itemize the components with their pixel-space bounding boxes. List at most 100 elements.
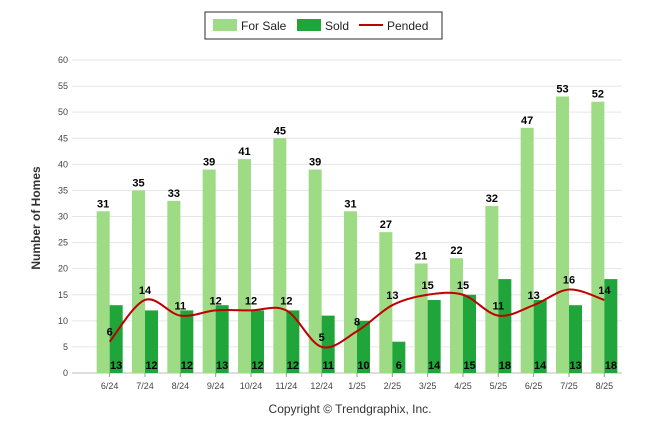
y-tick-label: 40: [58, 159, 68, 169]
data-labels: 31 13 35 12 33 12 39 13 41 12 45 12 39 11 31 10 27 6 21 14 2…: [97, 84, 617, 372]
data-label-pended: 14: [598, 285, 611, 297]
bar-sold: [569, 305, 582, 373]
y-tick-label: 60: [58, 55, 68, 65]
y-tick-label: 45: [58, 133, 68, 143]
y-tick-label: 10: [58, 316, 68, 326]
pended-line: [108, 288, 605, 349]
y-tick-label: 20: [58, 264, 68, 274]
data-label-for-sale: 21: [415, 250, 427, 262]
data-label-sold: 12: [251, 360, 263, 372]
data-label-sold: 13: [569, 360, 581, 372]
bar-for-sale: [96, 211, 110, 373]
data-label-sold: 14: [428, 360, 441, 372]
data-label-for-sale: 39: [203, 157, 215, 169]
bar-sold: [463, 294, 476, 373]
legend-swatch-sold: [297, 19, 321, 31]
bar-sold: [533, 299, 547, 373]
data-label-for-sale: 27: [380, 219, 392, 231]
data-label-sold: 18: [499, 360, 511, 372]
bar-sold: [392, 341, 406, 373]
bar-for-sale: [308, 169, 322, 373]
bar-for-sale: [202, 169, 216, 373]
bar-sold: [145, 310, 158, 373]
x-tick-label: 7/24: [136, 381, 154, 391]
legend-label-for-sale: For Sale: [241, 19, 287, 33]
data-label-pended: 15: [422, 280, 434, 292]
pended-line-path: [108, 288, 605, 349]
data-label-pended: 11: [493, 301, 505, 313]
y-axis-title: Number of Homes: [29, 166, 43, 270]
x-tick-label: 6/25: [525, 381, 543, 391]
data-label-for-sale: 22: [450, 245, 462, 257]
data-label-pended: 14: [139, 285, 152, 297]
y-tick-label: 30: [58, 212, 68, 222]
y-tick-label: 25: [58, 238, 68, 248]
x-tick-label: 10/24: [240, 381, 263, 391]
data-label-for-sale: 41: [238, 146, 250, 158]
x-tick-label: 7/25: [560, 381, 578, 391]
data-label-sold: 13: [216, 360, 228, 372]
data-label-sold: 12: [145, 360, 157, 372]
data-label-sold: 12: [181, 360, 193, 372]
bar-for-sale: [273, 138, 287, 373]
bar-sold: [109, 305, 123, 373]
x-tick-label: 3/25: [419, 381, 437, 391]
copyright-credit: Copyright © Trendgraphix, Inc.: [269, 402, 432, 416]
x-axis-ticks: 6/24 7/24 8/24 9/24 10/24 11/24 12/24 1/25 2/25 3…: [101, 373, 613, 391]
bar-sold: [215, 305, 229, 373]
data-label-sold: 12: [287, 360, 299, 372]
legend: For Sale Sold Pended: [204, 11, 443, 40]
data-label-pended: 16: [563, 275, 575, 287]
bar-sold: [286, 310, 300, 373]
data-label-for-sale: 32: [486, 193, 498, 205]
data-label-pended: 6: [107, 327, 113, 339]
data-label-sold: 11: [322, 360, 334, 372]
x-tick-label: 8/24: [172, 381, 190, 391]
x-tick-label: 6/24: [101, 381, 119, 391]
bar-for-sale: [591, 101, 605, 373]
data-label-pended: 12: [280, 295, 292, 307]
legend-label-pended: Pended: [387, 19, 428, 33]
y-axis-ticks: 0 5 10 15 20 25 30 35 40 45 50 55 60: [58, 55, 68, 378]
bar-for-sale: [556, 96, 569, 374]
data-label-for-sale: 52: [592, 89, 604, 101]
data-label-sold: 10: [357, 360, 369, 372]
bar-for-sale: [520, 127, 534, 373]
y-tick-label: 50: [58, 107, 68, 117]
data-label-pended: 12: [245, 295, 257, 307]
bar-for-sale: [132, 190, 145, 373]
data-label-for-sale: 33: [168, 188, 180, 200]
bar-for-sale: [485, 206, 499, 373]
bar-for-sale: [238, 159, 251, 373]
x-tick-label: 12/24: [310, 381, 333, 391]
data-label-for-sale: 53: [556, 84, 568, 96]
data-label-sold: 18: [605, 360, 617, 372]
data-label-pended: 5: [319, 332, 325, 344]
legend-swatch-for-sale: [213, 19, 237, 31]
data-label-for-sale: 31: [97, 198, 109, 210]
bar-sold: [604, 279, 618, 373]
data-label-pended: 13: [386, 290, 398, 302]
data-label-pended: 13: [528, 290, 540, 302]
y-tick-label: 35: [58, 185, 68, 195]
data-label-sold: 6: [396, 360, 402, 372]
y-tick-label: 15: [58, 290, 68, 300]
y-tick-label: 55: [58, 81, 68, 91]
data-label-pended: 15: [457, 280, 469, 292]
bar-sold: [427, 299, 441, 373]
y-tick-label: 5: [63, 342, 68, 352]
data-label-sold: 14: [534, 360, 547, 372]
data-label-for-sale: 45: [274, 125, 286, 137]
x-tick-label: 4/25: [454, 381, 472, 391]
bar-for-sale: [344, 211, 357, 373]
legend-label-sold: Sold: [325, 19, 349, 33]
data-label-pended: 12: [210, 295, 222, 307]
x-tick-label: 1/25: [348, 381, 366, 391]
data-label-for-sale: 31: [344, 198, 356, 210]
data-label-for-sale: 35: [132, 177, 144, 189]
bar-sold: [357, 320, 370, 373]
data-label-for-sale: 47: [521, 115, 533, 127]
y-tick-label: 0: [63, 368, 68, 378]
bars: [96, 96, 618, 374]
legend-box: [204, 11, 443, 40]
